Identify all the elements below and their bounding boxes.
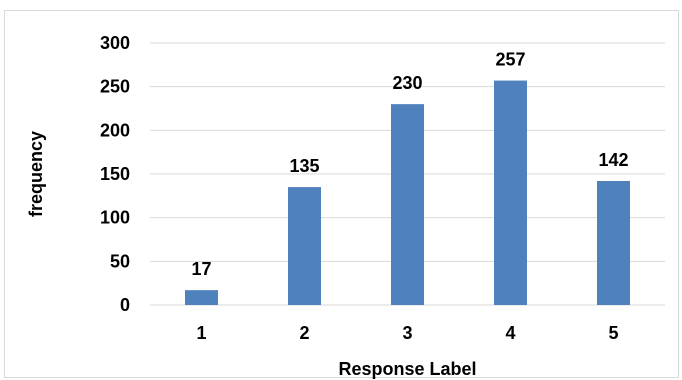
x-tick-label-3: 3	[402, 323, 412, 343]
y-axis-title: frequency	[26, 131, 46, 217]
bar-1	[185, 290, 218, 305]
bar-3	[391, 104, 424, 305]
data-labels: 17 135 230 257 142	[191, 50, 628, 280]
y-tick-label: 50	[110, 251, 130, 271]
data-label-1: 17	[191, 259, 211, 279]
data-label-2: 135	[289, 156, 319, 176]
y-tick-label: 150	[100, 164, 130, 184]
bars	[185, 80, 630, 305]
data-label-5: 142	[598, 150, 628, 170]
gridlines	[150, 42, 665, 306]
x-tick-label-1: 1	[196, 323, 206, 343]
y-tick-label: 0	[120, 295, 130, 315]
data-label-4: 257	[495, 50, 525, 70]
x-tick-label-4: 4	[505, 323, 515, 343]
x-axis-ticks: 1 2 3 4 5	[196, 323, 618, 343]
x-tick-label-2: 2	[299, 323, 309, 343]
y-tick-label: 100	[100, 208, 130, 228]
bar-4	[494, 80, 527, 305]
y-tick-label: 250	[100, 77, 130, 97]
x-axis-title: Response Label	[338, 359, 476, 379]
y-tick-label: 300	[100, 33, 130, 53]
bar-2	[288, 187, 321, 305]
y-axis-ticks: 0 50 100 150 200 250 300	[100, 33, 130, 315]
chart-frame	[4, 10, 679, 378]
bar-5	[597, 180, 630, 305]
y-tick-label: 200	[100, 120, 130, 140]
data-label-3: 230	[392, 73, 422, 93]
x-tick-label-5: 5	[608, 323, 618, 343]
